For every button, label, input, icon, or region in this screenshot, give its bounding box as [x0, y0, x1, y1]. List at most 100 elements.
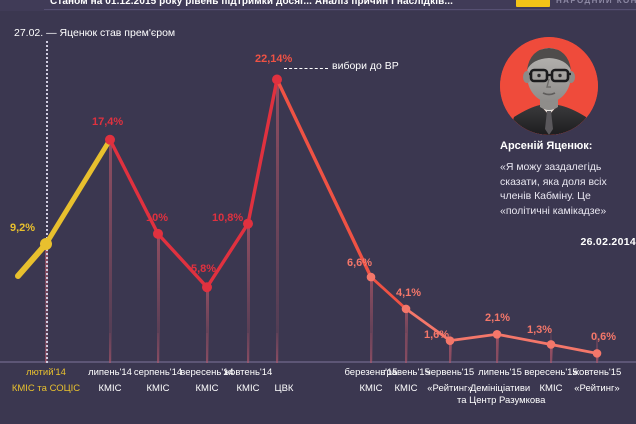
- data-point-label: 9,2%: [10, 222, 36, 235]
- data-point-label: 6,6%: [347, 257, 373, 270]
- x-axis-tick-label: ЦВК: [267, 367, 301, 395]
- x-axis-tick-label: лютий'14 КМІС та СОЦІС: [0, 367, 101, 395]
- series-segment: [156, 232, 209, 289]
- x-tick-source: КМІС та СОЦІС: [11, 383, 81, 394]
- brand-logo-badge: [516, 0, 550, 7]
- top-header-bar: Станом на 01.12.2015 року рівень підтрим…: [0, 0, 636, 11]
- x-tick-source: КМІС: [539, 383, 563, 394]
- x-axis-baseline: [0, 361, 636, 363]
- x-tick-period: жовтень'15: [572, 367, 622, 378]
- x-tick-source: КМІС: [236, 383, 260, 394]
- series-segment: [108, 138, 160, 236]
- event-marker-label: 27.02. — Яценюк став прем'єром: [14, 27, 176, 39]
- x-tick-source: ЦВК: [274, 383, 294, 394]
- quote-text: «Я можу заздалегідь сказати, яка доля вс…: [500, 161, 607, 217]
- data-point[interactable]: [366, 272, 376, 282]
- x-tick-period: травень'15: [382, 367, 430, 378]
- data-point-label: 5,8%: [191, 263, 217, 276]
- peak-annotation-line: [284, 68, 328, 69]
- data-point-label: 1,6%: [424, 328, 450, 341]
- data-point[interactable]: [40, 238, 52, 251]
- x-tick-period: лютий'14: [26, 367, 66, 378]
- headline-text: Станом на 01.12.2015 року рівень підтрим…: [50, 0, 453, 7]
- series-segment: [43, 137, 113, 247]
- x-tick-source: КМІС: [195, 383, 219, 394]
- series-segment: [404, 307, 452, 343]
- series-segment: [205, 221, 250, 289]
- data-point[interactable]: [592, 349, 602, 358]
- data-point-label: 22,14%: [255, 53, 293, 66]
- point-dropline: [108, 139, 112, 361]
- x-axis-tick-label: липень'15 Демініціативи та Центр Разумкова: [457, 367, 546, 406]
- point-dropline: [549, 344, 553, 361]
- point-dropline: [275, 79, 279, 361]
- x-axis-tick-label: вересень'15 КМІС: [514, 367, 588, 395]
- x-axis-tick-label: березень'15 КМІС: [334, 367, 408, 395]
- x-tick-period-spacer: [267, 367, 301, 379]
- data-point[interactable]: [105, 134, 115, 145]
- point-dropline: [495, 334, 499, 361]
- x-axis-tick-label: травень'15 КМІС: [371, 367, 441, 395]
- peak-annotation-label: вибори до ВР: [332, 60, 399, 72]
- x-axis-tick-label: жовтень'15 «Рейтинг»: [561, 367, 633, 395]
- line-series: [15, 74, 602, 358]
- x-tick-period: березень'15: [344, 367, 398, 378]
- brand-logo-text: НАРОДНИЙ КОНТРОЛЬ: [556, 0, 636, 5]
- quote-date: 26.02.2014: [580, 236, 636, 248]
- point-dropline: [404, 308, 408, 361]
- x-axis-tick-label: липень'14 КМІС: [75, 367, 145, 395]
- gridline: [596, 333, 598, 363]
- x-tick-source: «Рейтинг»: [427, 383, 473, 394]
- x-axis-tick-label: жовтень'14 КМІС: [222, 367, 274, 395]
- data-point[interactable]: [492, 329, 502, 339]
- series-lead-in: [15, 241, 49, 280]
- x-tick-period: серпень'14: [133, 367, 183, 378]
- series-segment: [275, 77, 373, 279]
- quote-author-name: Арсеній Яценюк:: [500, 140, 593, 152]
- data-point-label: 0,6%: [591, 331, 617, 344]
- x-axis-tick-label: серпень'14 КМІС: [123, 367, 193, 395]
- data-point-label: 17,4%: [92, 115, 124, 128]
- series-segment: [549, 343, 599, 355]
- x-tick-period: жовтень'14: [223, 367, 273, 378]
- data-point[interactable]: [546, 340, 556, 349]
- x-tick-period: червень'15: [425, 367, 475, 378]
- series-segment: [448, 332, 499, 343]
- x-tick-period: вересень'15: [524, 367, 578, 378]
- x-tick-source: «Рейтинг»: [574, 383, 620, 394]
- data-point-label: 10%: [146, 211, 169, 224]
- data-point[interactable]: [401, 304, 411, 314]
- series-segment: [246, 77, 279, 226]
- point-dropline: [156, 233, 160, 361]
- point-dropline: [205, 287, 209, 361]
- data-point[interactable]: [202, 282, 212, 293]
- x-tick-source: КМІС: [394, 383, 418, 394]
- data-point-label: 2,1%: [485, 312, 511, 325]
- x-tick-period: липень'15: [478, 367, 522, 378]
- data-point[interactable]: [153, 228, 163, 239]
- x-axis-tick-label: вересень'14 КМІС: [170, 367, 244, 395]
- series-segment: [369, 275, 408, 311]
- point-dropline: [246, 223, 250, 361]
- chart-area: 27.02. — Яценюк став прем'єром 9,2% 17,4%…: [0, 11, 636, 363]
- x-tick-source-line2: та Центр Разумкова: [457, 395, 546, 406]
- x-tick-source: КМІС: [146, 383, 170, 394]
- data-point-label: 1,3%: [527, 324, 553, 337]
- data-point[interactable]: [272, 74, 282, 85]
- header-divider: [44, 9, 636, 10]
- data-point[interactable]: [243, 218, 253, 229]
- event-marker-line: [46, 41, 48, 363]
- x-tick-period: липень'14: [88, 367, 132, 378]
- portrait-photo: [500, 37, 598, 135]
- x-tick-period: вересень'14: [180, 367, 234, 378]
- data-point-label: 10,8%: [212, 211, 244, 224]
- portrait-avatar: [500, 37, 598, 135]
- point-dropline: [369, 277, 373, 361]
- x-axis-label-group: лютий'14 КМІС та СОЦІС липень'14 КМІС серпен…: [0, 363, 636, 424]
- x-axis-tick-label: червень'15 «Рейтинг»: [415, 367, 485, 395]
- x-tick-source: КМІС: [359, 383, 383, 394]
- data-point[interactable]: [445, 336, 455, 345]
- series-segment: [495, 332, 553, 346]
- x-tick-source: Демініціативи: [469, 383, 531, 394]
